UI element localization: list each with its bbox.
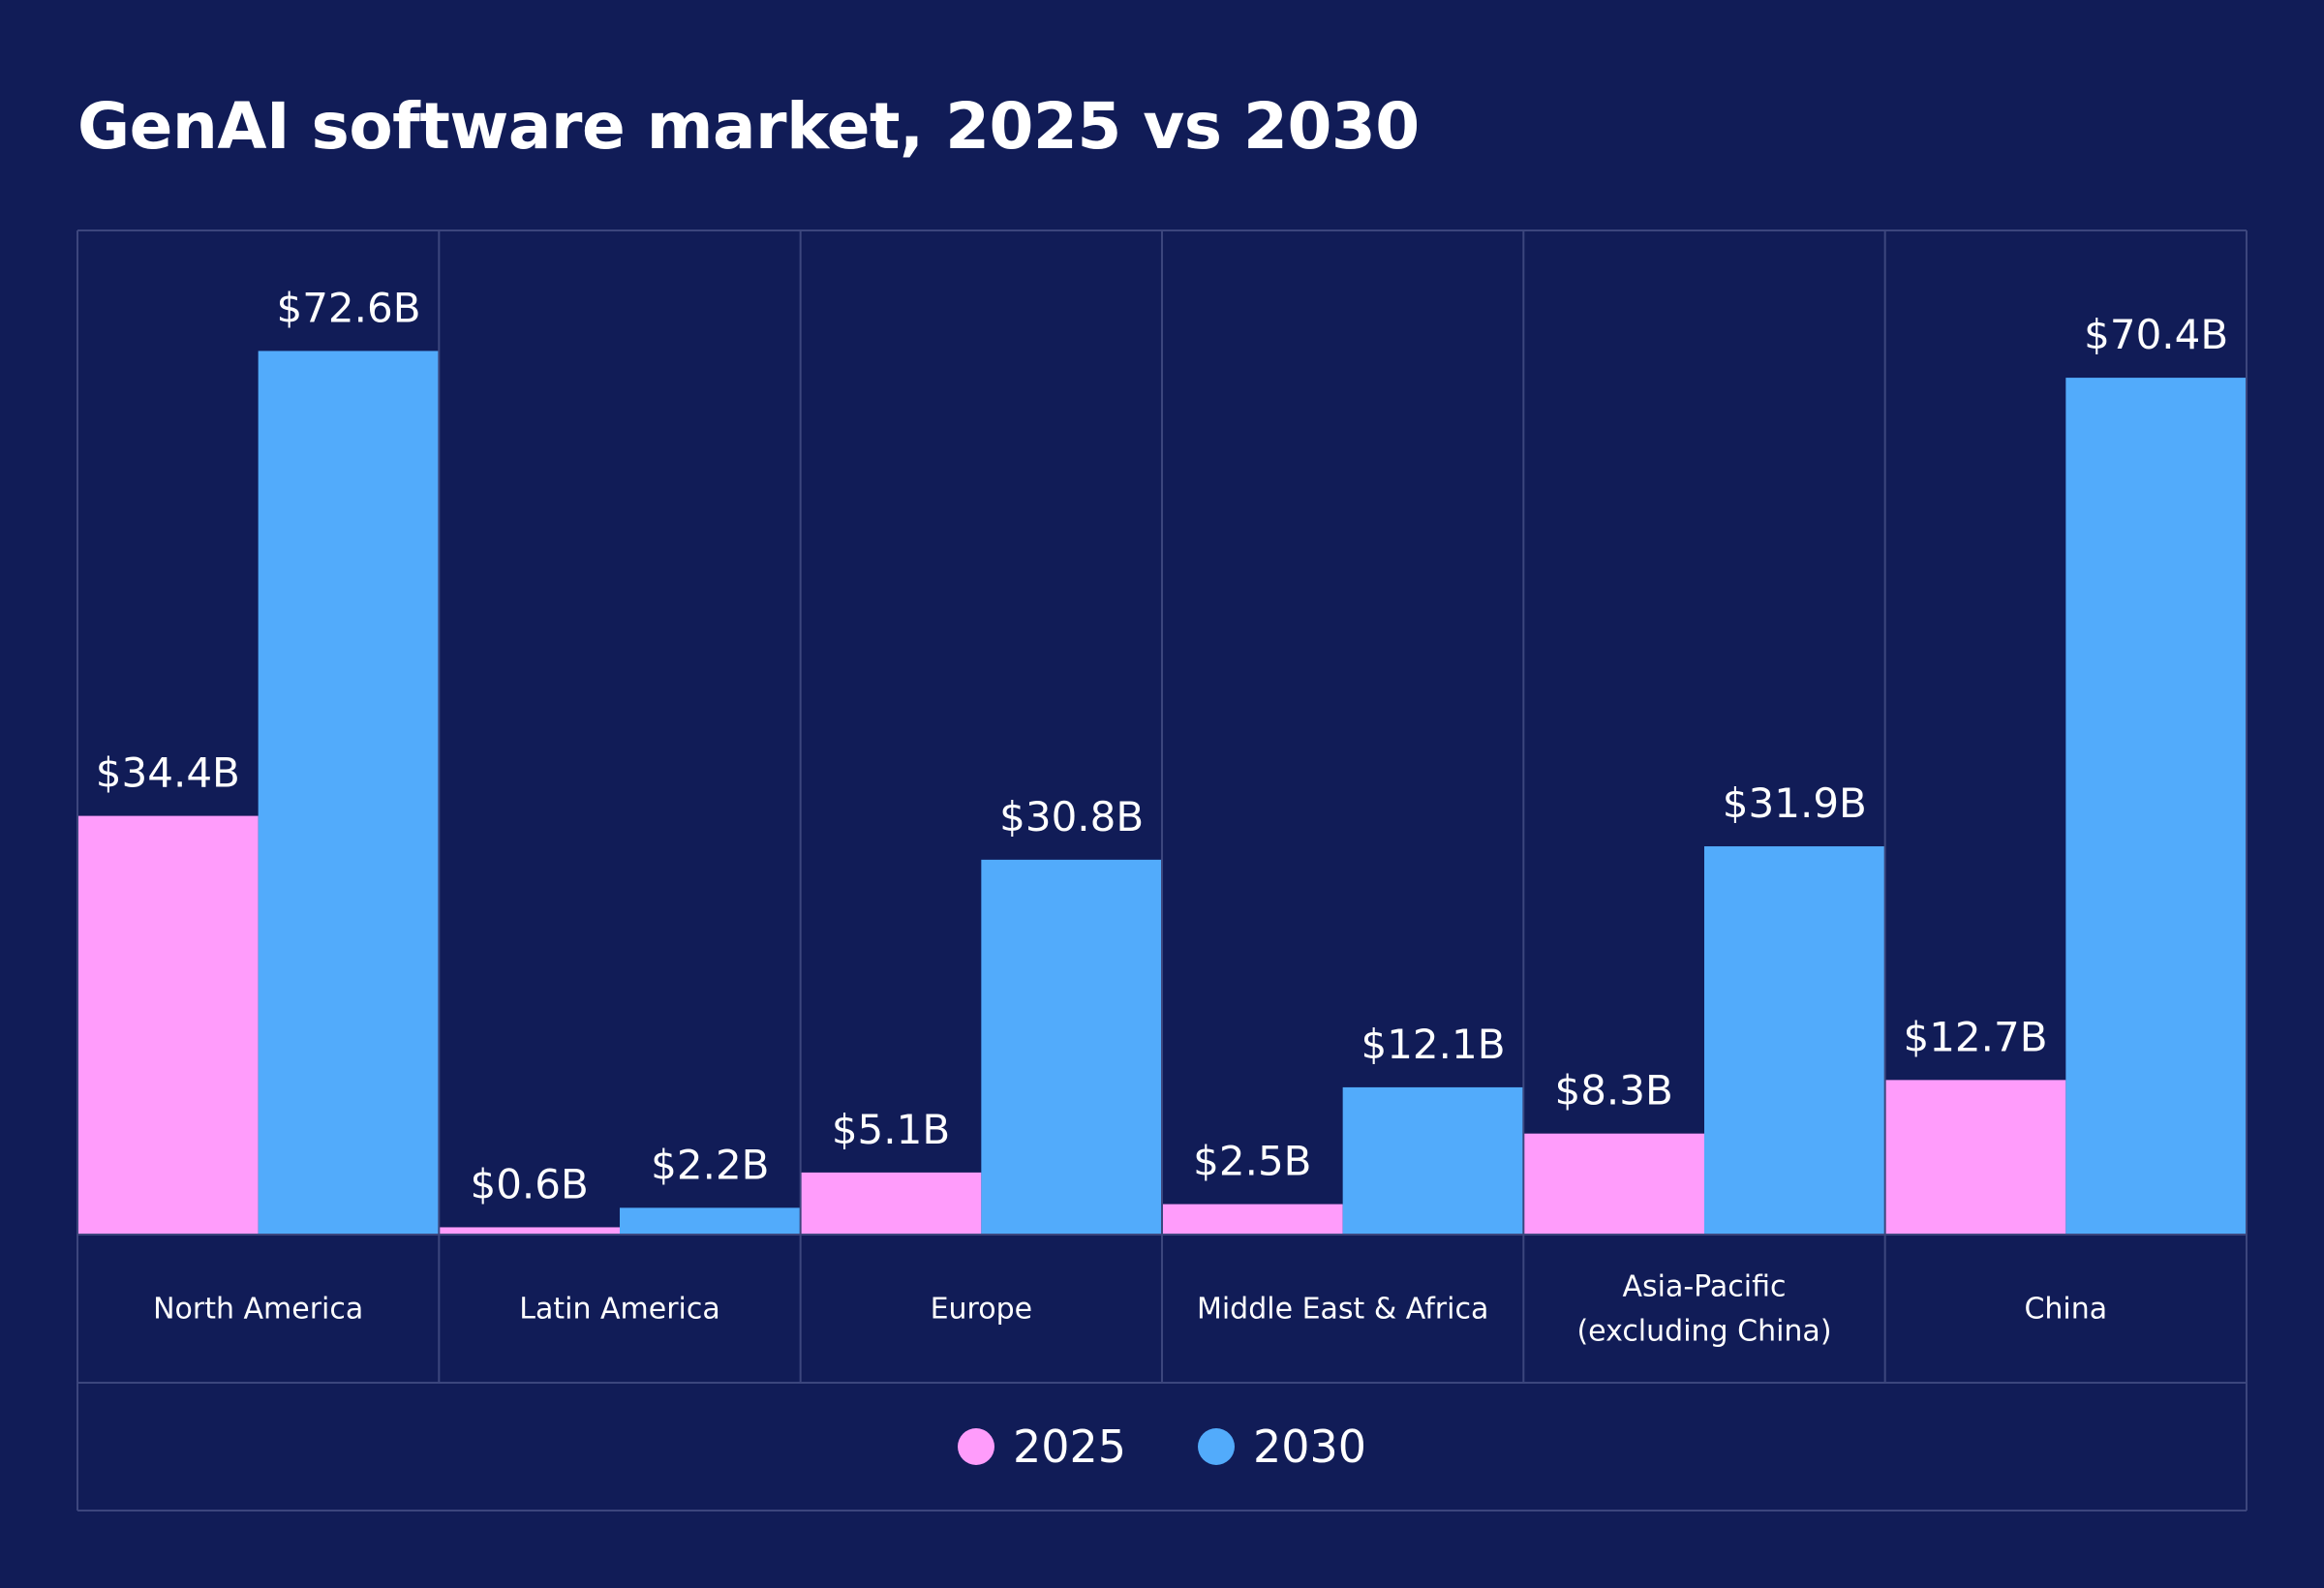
bar-2025-2 <box>800 1172 982 1235</box>
x-tick-label: Latin America <box>519 1293 720 1327</box>
data-label-2030-3: $12.1B <box>1361 1021 1505 1068</box>
x-tick-label: Europe <box>931 1293 1033 1327</box>
bar-2025-1 <box>439 1227 620 1235</box>
legend-marker-2025 <box>958 1428 994 1465</box>
legend-label-2025: 2025 <box>1013 1420 1126 1473</box>
data-label-2025-2: $5.1B <box>832 1106 950 1153</box>
data-label-2030-4: $31.9B <box>1723 779 1867 827</box>
bar-2025-0 <box>77 815 259 1235</box>
bar-2030-4 <box>1704 846 1885 1235</box>
bar-2025-3 <box>1162 1204 1343 1235</box>
data-label-2025-3: $2.5B <box>1193 1138 1311 1185</box>
chart-title: GenAI software market, 2025 vs 2030 <box>77 89 1420 164</box>
bar-2030-2 <box>981 859 1162 1235</box>
legend-label-2030: 2030 <box>1253 1420 1366 1473</box>
bar-2030-5 <box>2065 378 2247 1235</box>
data-label-2025-0: $34.4B <box>96 749 240 797</box>
bar-2030-3 <box>1342 1086 1524 1235</box>
data-label-2030-2: $30.8B <box>999 793 1144 840</box>
x-tick-label: Middle East & Africa <box>1197 1293 1488 1327</box>
data-label-2025-1: $0.6B <box>470 1160 588 1207</box>
bar-2025-5 <box>1884 1080 2066 1235</box>
bar-2025-4 <box>1523 1133 1704 1235</box>
x-tick-label: (excluding China) <box>1576 1315 1831 1349</box>
bar-2030-0 <box>258 351 440 1235</box>
data-label-2030-1: $2.2B <box>651 1141 769 1188</box>
data-label-2025-5: $12.7B <box>1903 1013 2047 1060</box>
x-tick-label: Asia-Pacific <box>1622 1270 1786 1304</box>
x-tick-label: China <box>2024 1293 2107 1327</box>
x-tick-label: North America <box>153 1293 363 1327</box>
bar-2030-1 <box>620 1207 801 1235</box>
data-label-2030-5: $70.4B <box>2084 311 2228 358</box>
legend-marker-2030 <box>1198 1428 1235 1465</box>
data-label-2030-0: $72.6B <box>276 284 420 331</box>
data-label-2025-4: $8.3B <box>1554 1067 1672 1115</box>
